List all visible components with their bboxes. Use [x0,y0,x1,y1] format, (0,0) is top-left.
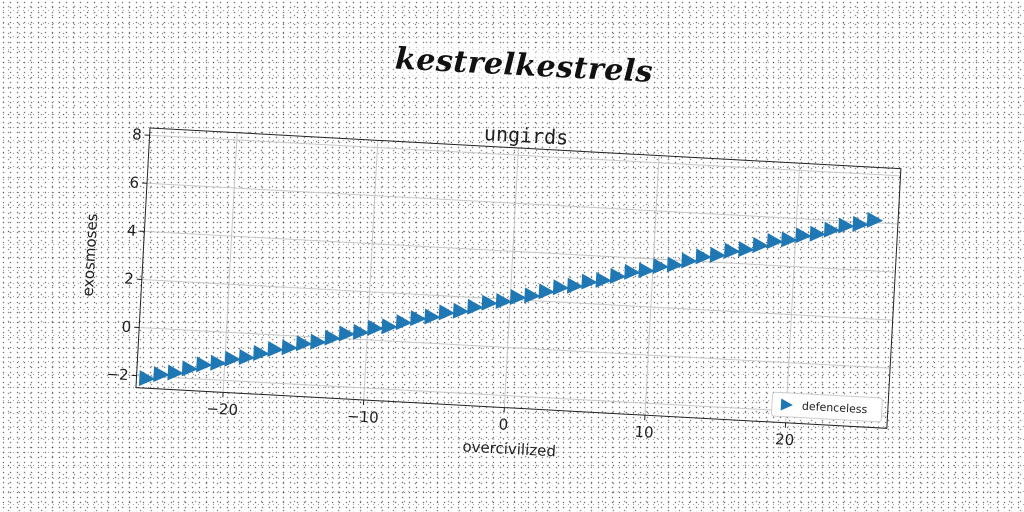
x-axis-label: overcivilized [462,437,556,460]
data-point [738,241,755,258]
data-point [452,302,470,319]
data-point [752,237,769,254]
plot-title: ungirds [483,121,568,150]
legend-box [770,391,883,423]
data-point [238,349,256,366]
x-gridline [363,140,379,400]
legend: defenceless [770,391,883,423]
data-point [424,308,441,325]
data-point [181,360,199,377]
x-gridline [222,132,238,393]
data-point [509,289,527,305]
data-point [823,221,841,238]
y-tick-label: 2 [124,270,135,288]
data-point [609,267,627,284]
data-point [481,294,498,311]
data-point [253,345,270,361]
y-tick-label: 8 [132,125,143,143]
chart-container: −20 −10 0 10 20 −2 0 2 4 6 8 ungirds overcivilized… [79,121,902,460]
data-point [595,271,612,288]
data-point [524,287,541,304]
data-point [338,325,356,342]
data-point [381,318,398,335]
data-point [709,246,727,263]
data-point [724,242,741,259]
plot-frame [135,127,902,429]
data-point [167,364,184,381]
data-point [324,329,341,346]
data-point [566,277,584,294]
x-gridline [785,163,801,423]
data-point [695,248,712,265]
y-gridline [136,375,888,417]
legend-label-defenceless: defenceless [802,400,868,417]
data-point [310,333,327,350]
data-point [438,304,456,321]
x-gridline [503,147,519,408]
data-point [552,279,570,296]
data-point [395,314,413,331]
data-point [624,263,641,280]
data-point [581,273,598,290]
data-point [267,340,284,357]
x-tick-label: −20 [206,399,239,419]
data-point [295,335,313,352]
y-tick-label: −2 [106,365,129,384]
x-tick-label: −10 [347,407,380,427]
data-point [795,227,812,244]
data-point [638,262,655,279]
data-point [367,319,384,336]
data-point [138,370,156,387]
data-point [410,310,427,327]
y-axis-label: exosmoses [79,213,101,297]
data-point [352,323,370,340]
y-gridline [144,230,896,273]
x-gridline [644,155,660,416]
data-point [681,252,698,269]
data-point [224,350,241,367]
data-point [467,298,484,315]
x-tick-label: 0 [498,415,509,433]
y-gridline [139,327,891,369]
x-tick-label: 10 [634,423,654,442]
data-point [781,231,798,248]
data-point [210,354,227,371]
series-defenceless [138,211,884,387]
data-point [495,293,513,310]
data-point [809,225,826,242]
y-gridline [146,182,898,225]
data-point [196,356,213,373]
data-point [666,256,684,273]
data-point [652,258,670,275]
data-point [281,339,298,356]
figure-suptitle: kestrelkestrels [394,41,654,90]
y-gridline [149,134,901,177]
legend-marker-defenceless [780,398,793,411]
grid [136,132,901,423]
x-tick-label: 20 [775,430,795,449]
data-point [866,211,884,228]
y-tick-label: 4 [126,221,137,239]
data-point [538,283,555,300]
y-tick-label: 0 [121,318,132,336]
data-point [766,233,784,249]
data-point [838,217,855,234]
data-point [153,366,170,383]
y-tick-label: 6 [129,173,140,191]
data-point [852,215,869,232]
